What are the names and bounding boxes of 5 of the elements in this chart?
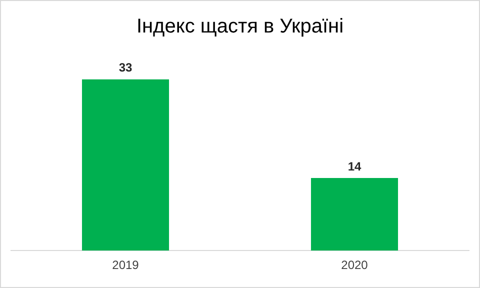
x-tick-label: 2020 [341, 258, 368, 272]
data-label: 14 [348, 159, 362, 174]
x-tick-label: 2019 [112, 258, 140, 272]
chart-title: Індекс щастя в Україні [136, 16, 344, 38]
data-label: 33 [118, 60, 132, 75]
